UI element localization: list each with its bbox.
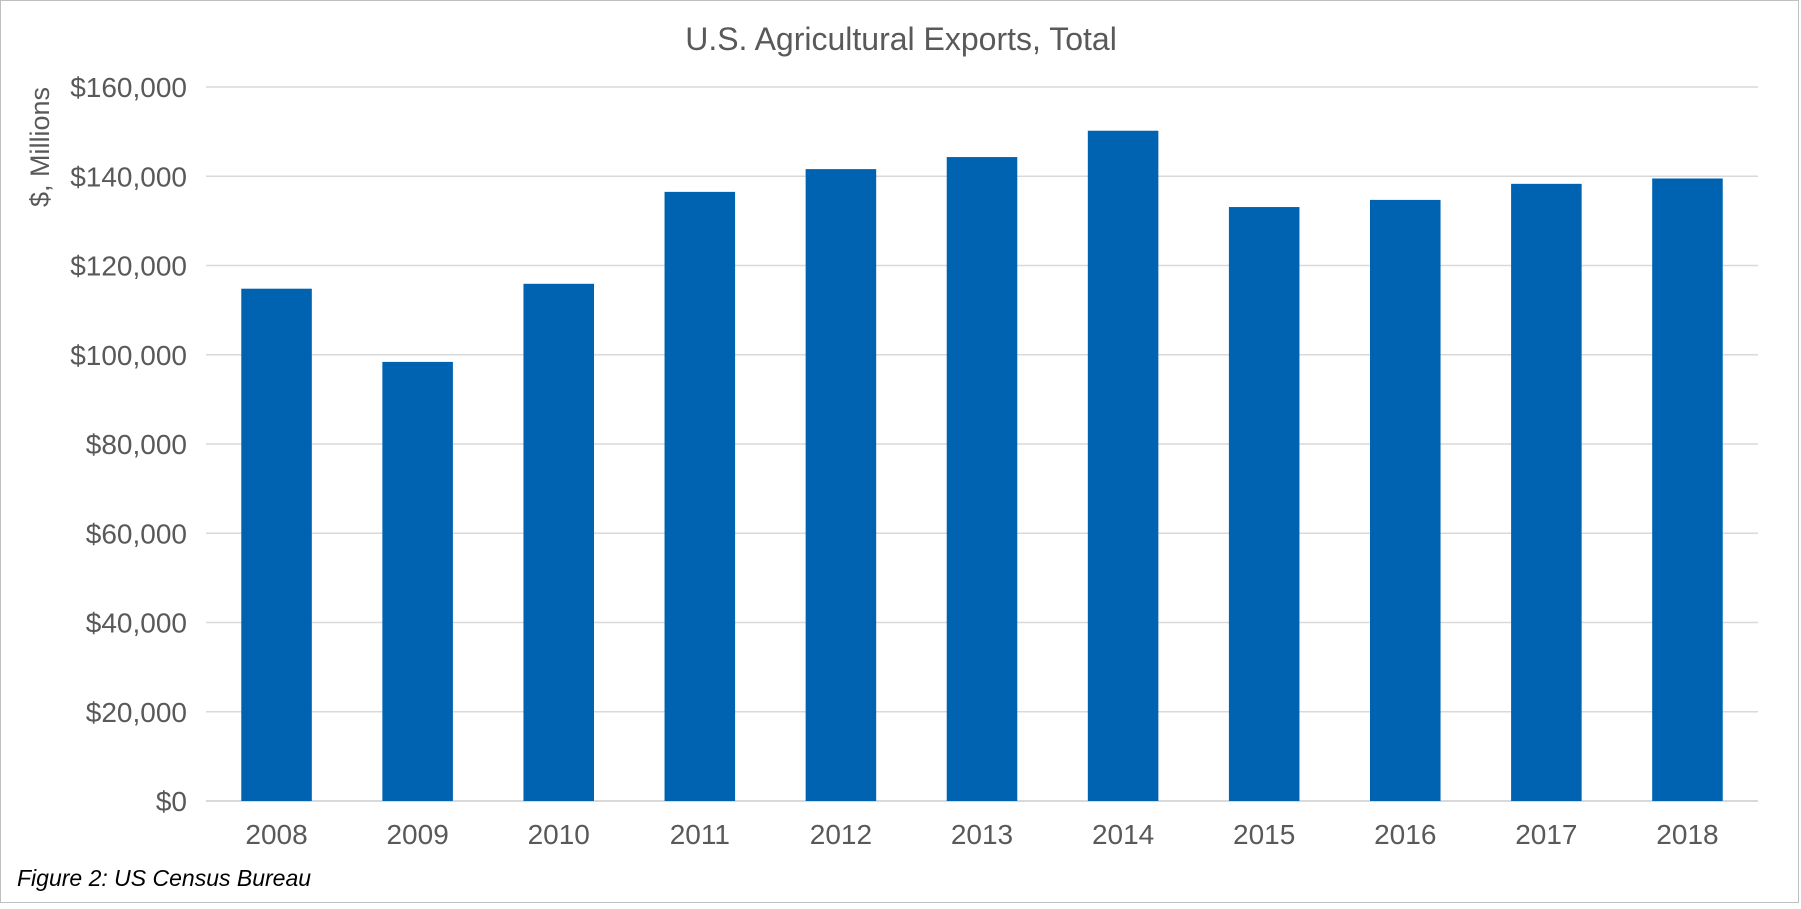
- x-tick-label: 2009: [386, 819, 448, 850]
- x-tick-label: 2017: [1515, 819, 1577, 850]
- bar-2009: [382, 361, 453, 801]
- figure-caption: Figure 2: US Census Bureau: [17, 865, 312, 891]
- y-tick-labels: $0 $20,000 $40,000 $60,000 $80,000 $100,000 $1…: [70, 72, 187, 817]
- bar-2010: [523, 283, 594, 801]
- x-tick-label: 2016: [1374, 819, 1436, 850]
- x-tick-label: 2014: [1092, 819, 1154, 850]
- x-tick-label: 2015: [1233, 819, 1295, 850]
- bar-2011: [664, 191, 736, 801]
- y-tick-label: $0: [156, 786, 187, 817]
- x-tick-labels: 2008 2009 2010 2011 2012 2013 2014 2015 2016 2017…: [245, 819, 1718, 850]
- bar-2012: [805, 169, 877, 802]
- x-tick-label: 2010: [528, 819, 590, 850]
- y-tick-label: $160,000: [70, 72, 187, 103]
- y-tick-label: $140,000: [70, 161, 187, 192]
- y-tick-label: $40,000: [86, 608, 187, 639]
- bar-2016: [1370, 199, 1441, 801]
- y-tick-label: $80,000: [86, 429, 187, 460]
- y-axis-label: $, Millions: [25, 87, 55, 207]
- bar-2015: [1228, 207, 1300, 801]
- y-tick-label: $120,000: [70, 251, 187, 282]
- y-tick-label: $20,000: [86, 697, 187, 728]
- y-tick-label: $100,000: [70, 340, 187, 371]
- x-tick-label: 2013: [951, 819, 1013, 850]
- bars: [241, 130, 1723, 802]
- x-tick-label: 2012: [810, 819, 872, 850]
- x-tick-label: 2008: [245, 819, 307, 850]
- chart-title: U.S. Agricultural Exports, Total: [685, 21, 1117, 57]
- bar-2014: [1087, 130, 1159, 802]
- bar-2017: [1511, 183, 1582, 801]
- bar-2018: [1652, 178, 1723, 801]
- x-tick-label: 2018: [1656, 819, 1718, 850]
- bar-2013: [946, 157, 1018, 801]
- x-tick-label: 2011: [670, 819, 730, 850]
- y-tick-label: $60,000: [86, 518, 187, 549]
- bar-2008: [241, 288, 312, 802]
